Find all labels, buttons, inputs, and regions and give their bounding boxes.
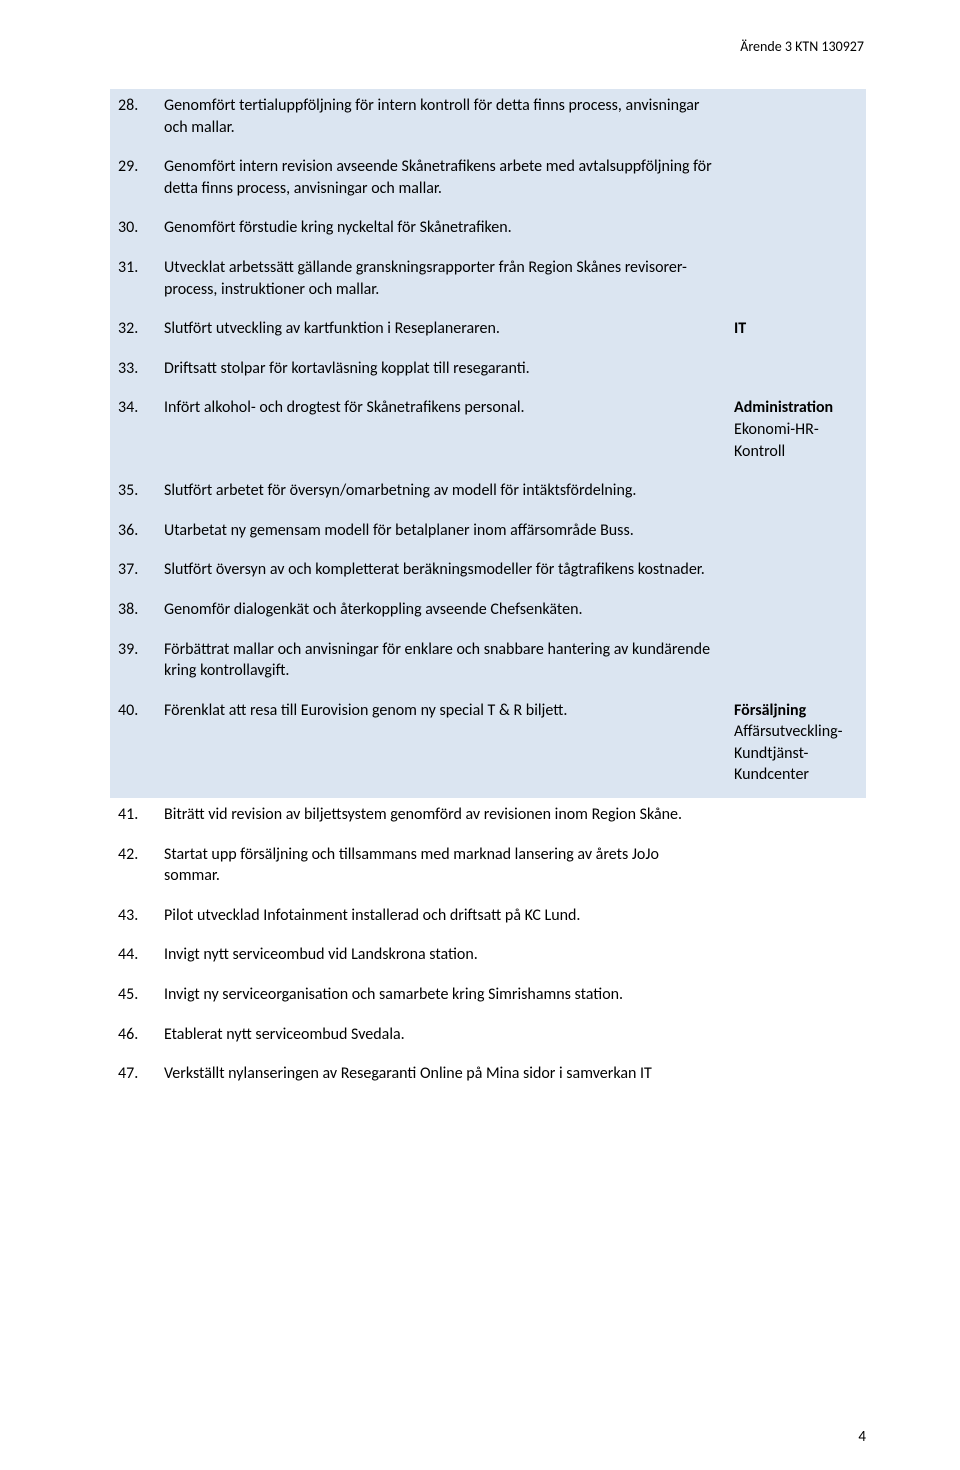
- row-category: [726, 352, 866, 392]
- row-number: 33.: [110, 352, 156, 392]
- row-number: 39.: [110, 633, 156, 694]
- row-category: FörsäljningAffärsutveckling-Kundtjänst-K…: [726, 694, 866, 798]
- row-text: Invigt nytt serviceombud vid Landskrona …: [156, 938, 726, 978]
- row-category: [726, 474, 866, 514]
- row-text: Invigt ny serviceorganisation och samarb…: [156, 978, 726, 1018]
- row-number: 29.: [110, 150, 156, 211]
- row-text: Driftsatt stolpar för kortavläsning kopp…: [156, 352, 726, 392]
- row-number: 41.: [110, 798, 156, 838]
- category-title: Försäljning: [734, 700, 858, 722]
- row-number: 47.: [110, 1057, 156, 1097]
- category-subtitle: Affärsutveckling-Kundtjänst-Kundcenter: [734, 721, 858, 786]
- row-category: [726, 553, 866, 593]
- table-row: 44.Invigt nytt serviceombud vid Landskro…: [110, 938, 866, 978]
- table-body: 28.Genomfört tertialuppföljning för inte…: [110, 89, 866, 1097]
- row-number: 38.: [110, 593, 156, 633]
- row-category: [726, 899, 866, 939]
- row-number: 37.: [110, 553, 156, 593]
- table-row: 39.Förbättrat mallar och anvisningar för…: [110, 633, 866, 694]
- row-number: 28.: [110, 89, 156, 150]
- main-table: 28.Genomfört tertialuppföljning för inte…: [110, 89, 866, 1097]
- table-row: 33.Driftsatt stolpar för kortavläsning k…: [110, 352, 866, 392]
- table-row: 35.Slutfört arbetet för översyn/omarbetn…: [110, 474, 866, 514]
- row-text: Genomfört tertialuppföljning för intern …: [156, 89, 726, 150]
- row-category: AdministrationEkonomi-HR-Kontroll: [726, 391, 866, 474]
- row-category: [726, 211, 866, 251]
- row-category: [726, 838, 866, 899]
- row-category: [726, 89, 866, 150]
- row-category: [726, 633, 866, 694]
- row-text: Genomför dialogenkät och återkoppling av…: [156, 593, 726, 633]
- row-number: 36.: [110, 514, 156, 554]
- row-text: Startat upp försäljning och tillsammans …: [156, 838, 726, 899]
- category-subtitle: Ekonomi-HR-Kontroll: [734, 419, 858, 462]
- row-text: Slutfört översyn av och kompletterat ber…: [156, 553, 726, 593]
- row-category: [726, 251, 866, 312]
- table-row: 47.Verkställt nylanseringen av Resegaran…: [110, 1057, 866, 1097]
- row-text: Förbättrat mallar och anvisningar för en…: [156, 633, 726, 694]
- row-category: [726, 978, 866, 1018]
- document-header: Ärende 3 KTN 130927: [110, 38, 866, 55]
- table-row: 40.Förenklat att resa till Eurovision ge…: [110, 694, 866, 798]
- row-text: Pilot utvecklad Infotainment installerad…: [156, 899, 726, 939]
- table-row: 36.Utarbetat ny gemensam modell för beta…: [110, 514, 866, 554]
- row-text: Slutfört utveckling av kartfunktion i Re…: [156, 312, 726, 352]
- row-category: [726, 514, 866, 554]
- table-row: 38.Genomför dialogenkät och återkoppling…: [110, 593, 866, 633]
- row-number: 31.: [110, 251, 156, 312]
- table-row: 43.Pilot utvecklad Infotainment installe…: [110, 899, 866, 939]
- table-row: 45.Invigt ny serviceorganisation och sam…: [110, 978, 866, 1018]
- row-text: Genomfört intern revision avseende Skåne…: [156, 150, 726, 211]
- row-number: 44.: [110, 938, 156, 978]
- row-category: [726, 150, 866, 211]
- table-row: 42.Startat upp försäljning och tillsamma…: [110, 838, 866, 899]
- page: Ärende 3 KTN 130927 28.Genomfört tertial…: [0, 0, 960, 1470]
- row-text: Etablerat nytt serviceombud Svedala.: [156, 1018, 726, 1058]
- category-title: Administration: [734, 397, 858, 419]
- row-text: Verkställt nylanseringen av Resegaranti …: [156, 1057, 726, 1097]
- table-row: 29.Genomfört intern revision avseende Sk…: [110, 150, 866, 211]
- row-number: 35.: [110, 474, 156, 514]
- row-category: [726, 593, 866, 633]
- table-row: 31.Utvecklat arbetssätt gällande granskn…: [110, 251, 866, 312]
- row-number: 43.: [110, 899, 156, 939]
- table-row: 28.Genomfört tertialuppföljning för inte…: [110, 89, 866, 150]
- row-number: 30.: [110, 211, 156, 251]
- row-text: Biträtt vid revision av biljettsystem ge…: [156, 798, 726, 838]
- table-row: 34.Infört alkohol- och drogtest för Skån…: [110, 391, 866, 474]
- table-row: 37.Slutfört översyn av och kompletterat …: [110, 553, 866, 593]
- table-row: 30.Genomfört förstudie kring nyckeltal f…: [110, 211, 866, 251]
- row-text: Förenklat att resa till Eurovision genom…: [156, 694, 726, 798]
- row-category: [726, 1018, 866, 1058]
- category-title: IT: [734, 318, 858, 340]
- row-text: Utvecklat arbetssätt gällande granskning…: [156, 251, 726, 312]
- row-text: Infört alkohol- och drogtest för Skånetr…: [156, 391, 726, 474]
- row-text: Genomfört förstudie kring nyckeltal för …: [156, 211, 726, 251]
- row-category: [726, 1057, 866, 1097]
- row-category: IT: [726, 312, 866, 352]
- row-number: 34.: [110, 391, 156, 474]
- row-text: Slutfört arbetet för översyn/omarbetning…: [156, 474, 726, 514]
- table-row: 32.Slutfört utveckling av kartfunktion i…: [110, 312, 866, 352]
- row-number: 40.: [110, 694, 156, 798]
- row-category: [726, 798, 866, 838]
- page-number: 4: [858, 1428, 866, 1446]
- row-category: [726, 938, 866, 978]
- table-row: 46.Etablerat nytt serviceombud Svedala.: [110, 1018, 866, 1058]
- table-row: 41.Biträtt vid revision av biljettsystem…: [110, 798, 866, 838]
- row-number: 32.: [110, 312, 156, 352]
- row-text: Utarbetat ny gemensam modell för betalpl…: [156, 514, 726, 554]
- row-number: 46.: [110, 1018, 156, 1058]
- row-number: 42.: [110, 838, 156, 899]
- row-number: 45.: [110, 978, 156, 1018]
